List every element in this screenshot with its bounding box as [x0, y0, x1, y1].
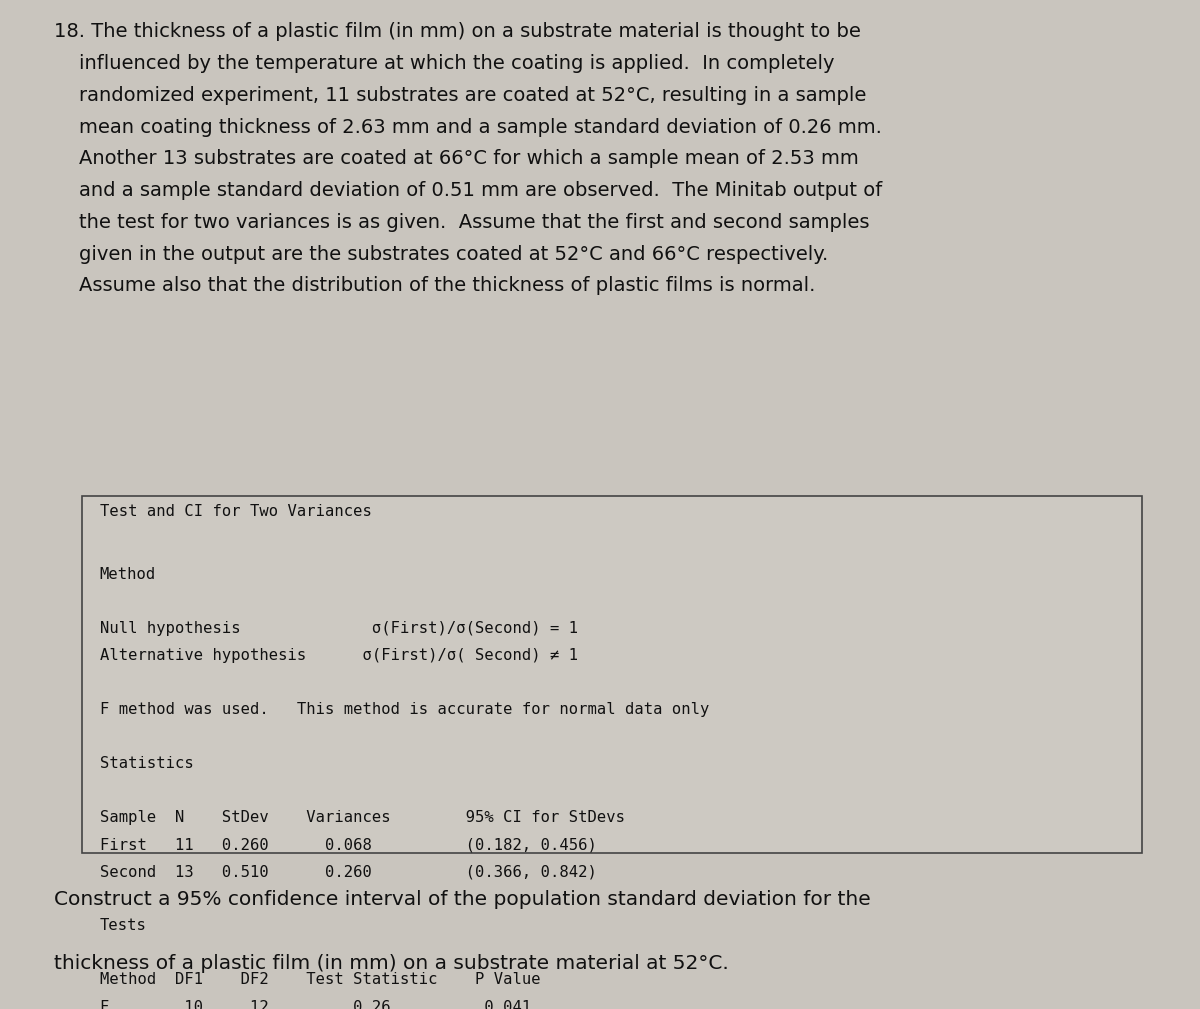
Text: Second  13   0.510      0.260          (0.366, 0.842): Second 13 0.510 0.260 (0.366, 0.842) [100, 865, 596, 879]
Text: Method: Method [100, 567, 156, 582]
Text: Assume also that the distribution of the thickness of plastic films is normal.: Assume also that the distribution of the… [54, 276, 815, 296]
Text: Sample  N    StDev    Variances        95% CI for StDevs: Sample N StDev Variances 95% CI for StDe… [100, 810, 625, 825]
Text: given in the output are the substrates coated at 52°C and 66°C respectively.: given in the output are the substrates c… [54, 245, 828, 263]
Text: 18. The thickness of a plastic film (in mm) on a substrate material is thought t: 18. The thickness of a plastic film (in … [54, 22, 860, 41]
Text: Statistics: Statistics [100, 756, 193, 771]
Text: Null hypothesis              σ(First)/σ(Second) = 1: Null hypothesis σ(First)/σ(Second) = 1 [100, 621, 577, 636]
Text: and a sample standard deviation of 0.51 mm are observed.  The Minitab output of: and a sample standard deviation of 0.51 … [54, 182, 882, 200]
Text: randomized experiment, 11 substrates are coated at 52°C, resulting in a sample: randomized experiment, 11 substrates are… [54, 86, 866, 105]
FancyBboxPatch shape [82, 496, 1142, 853]
Text: thickness of a plastic film (in mm) on a substrate material at 52°C.: thickness of a plastic film (in mm) on a… [54, 954, 728, 973]
Text: influenced by the temperature at which the coating is applied.  In completely: influenced by the temperature at which t… [54, 53, 834, 73]
Text: mean coating thickness of 2.63 mm and a sample standard deviation of 0.26 mm.: mean coating thickness of 2.63 mm and a … [54, 118, 882, 136]
Text: Another 13 substrates are coated at 66°C for which a sample mean of 2.53 mm: Another 13 substrates are coated at 66°C… [54, 149, 859, 169]
Text: Tests: Tests [100, 918, 146, 933]
Text: Method  DF1    DF2    Test Statistic    P Value: Method DF1 DF2 Test Statistic P Value [100, 973, 540, 988]
Text: F method was used.   This method is accurate for normal data only: F method was used. This method is accura… [100, 702, 709, 717]
Text: F        10     12         0.26          0.041: F 10 12 0.26 0.041 [100, 1000, 530, 1009]
Text: First   11   0.260      0.068          (0.182, 0.456): First 11 0.260 0.068 (0.182, 0.456) [100, 837, 596, 853]
Text: Construct a 95% confidence interval of the population standard deviation for the: Construct a 95% confidence interval of t… [54, 890, 871, 909]
Text: Alternative hypothesis      σ(First)/σ( Second) ≠ 1: Alternative hypothesis σ(First)/σ( Secon… [100, 648, 577, 663]
Text: the test for two variances is as given.  Assume that the first and second sample: the test for two variances is as given. … [54, 213, 870, 232]
Text: Test and CI for Two Variances: Test and CI for Two Variances [100, 504, 372, 520]
